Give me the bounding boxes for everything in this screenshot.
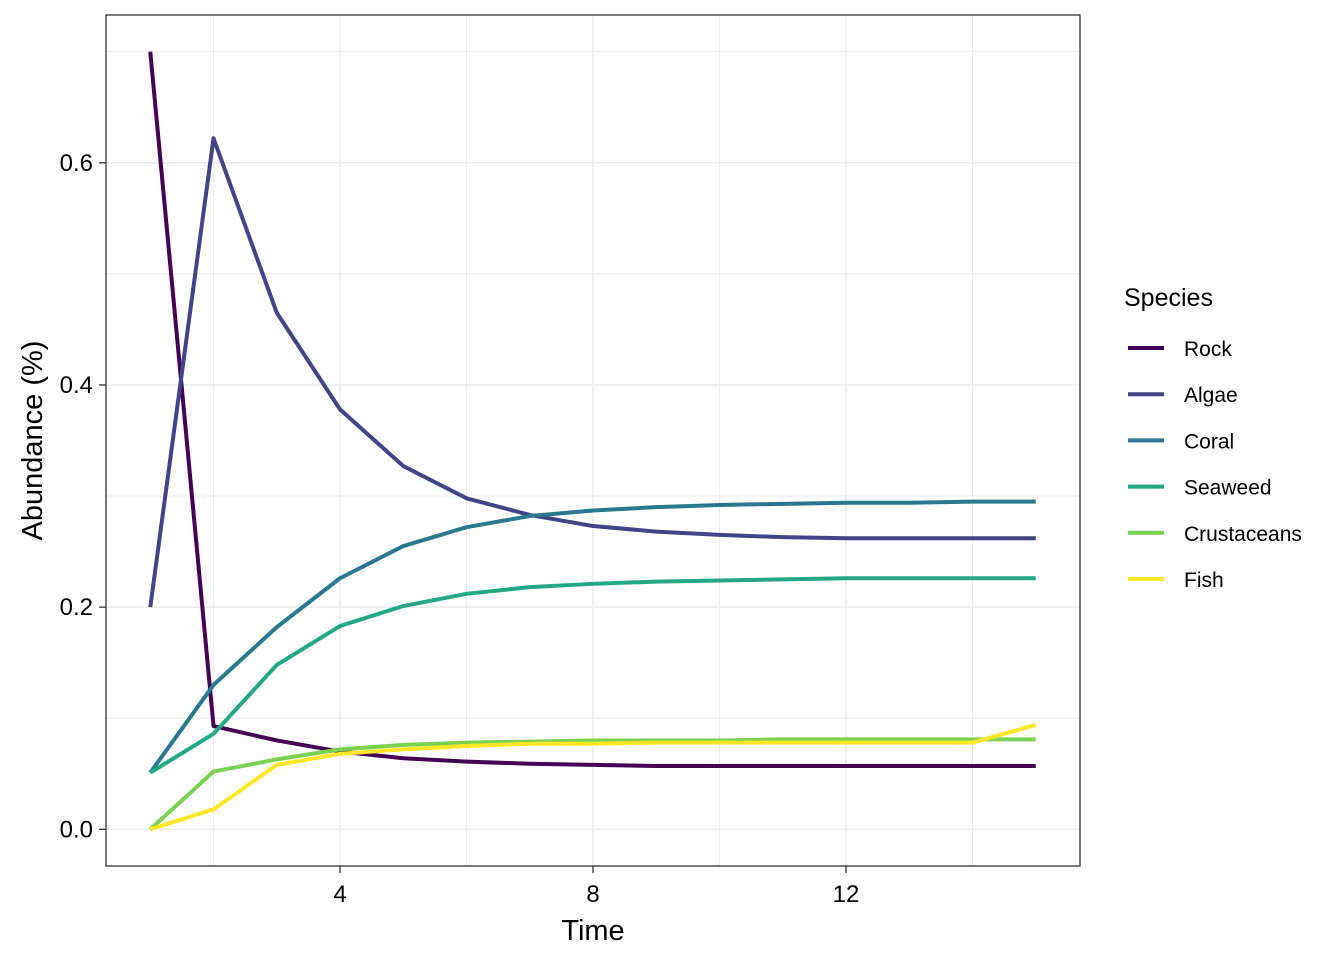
y-axis-title: Abundance (%) (17, 341, 49, 541)
y-tick-label: 0.4 (60, 372, 93, 399)
x-axis-ticks: 4 8 12 (333, 866, 859, 908)
legend-label-seaweed: Seaweed (1184, 477, 1272, 500)
y-axis-ticks: 0.0 0.2 0.4 0.6 (60, 150, 106, 843)
legend-items: Rock Algae Coral Seaweed Crustaceans Fish (1128, 338, 1302, 592)
x-tick-label: 4 (333, 881, 346, 908)
series-line-coral (148, 499, 1036, 774)
y-tick-label: 0.2 (60, 594, 93, 621)
major-gridlines (106, 15, 1080, 866)
legend: Species Rock Algae Coral Seaweed Crustaceans… (1124, 284, 1302, 592)
series-line-crustaceans (148, 737, 1036, 831)
series-line-rock (148, 51, 1036, 769)
series-line-seaweed (149, 576, 1036, 775)
legend-label-fish: Fish (1184, 569, 1224, 592)
x-axis-title: Time (561, 915, 624, 947)
legend-label-crustaceans: Crustaceans (1184, 523, 1302, 546)
x-tick-label: 12 (833, 881, 860, 908)
legend-label-algae: Algae (1184, 384, 1238, 407)
legend-title: Species (1124, 284, 1213, 312)
x-tick-label: 8 (586, 881, 599, 908)
y-tick-label: 0.0 (60, 816, 93, 843)
series-line-algae (148, 136, 1036, 608)
y-tick-label: 0.6 (60, 150, 93, 177)
legend-label-coral: Coral (1184, 430, 1234, 453)
series-line-fish (149, 722, 1037, 832)
series-lines (148, 51, 1037, 832)
legend-label-rock: Rock (1184, 338, 1232, 361)
